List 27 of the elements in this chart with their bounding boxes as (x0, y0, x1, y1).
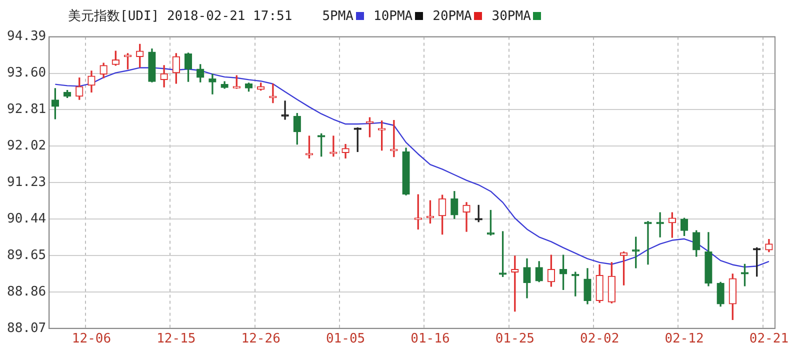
legend-label: 20PMA (432, 8, 472, 24)
x-tick-label: 01-16 (410, 332, 450, 347)
legend-label: 5PMA (322, 8, 354, 24)
x-tick-label: 01-05 (326, 332, 366, 347)
x-tick-label: 12-15 (156, 332, 196, 347)
x-tick-label: 02-12 (664, 332, 704, 347)
y-tick-label: 91.23 (6, 174, 46, 190)
legend-label: 10PMA (374, 8, 413, 24)
y-tick-label: 92.02 (6, 138, 46, 154)
candlestick (462, 202, 470, 232)
x-tick-label: 12-26 (241, 332, 280, 347)
y-tick-label: 92.81 (6, 102, 46, 118)
legend-label: 30PMA (492, 8, 531, 24)
y-tick-label: 94.39 (6, 29, 46, 44)
x-tick-label: 12-06 (72, 332, 112, 347)
candlestick (208, 74, 216, 94)
chart-title: 美元指数[UDI] 2018-02-21 17:51 (68, 8, 292, 25)
x-tick-label: 02-02 (580, 332, 620, 347)
candlestick (390, 120, 398, 158)
x-tick-label: 01-25 (495, 332, 534, 347)
y-tick-label: 93.60 (6, 66, 46, 81)
x-tick-label: 02-21 (749, 332, 789, 347)
candlestick (269, 84, 277, 104)
y-tick-label: 89.65 (6, 248, 46, 263)
y-tick-label: 90.44 (6, 211, 46, 226)
y-tick-label: 88.86 (6, 284, 46, 300)
y-tick-label: 88.07 (6, 320, 46, 336)
